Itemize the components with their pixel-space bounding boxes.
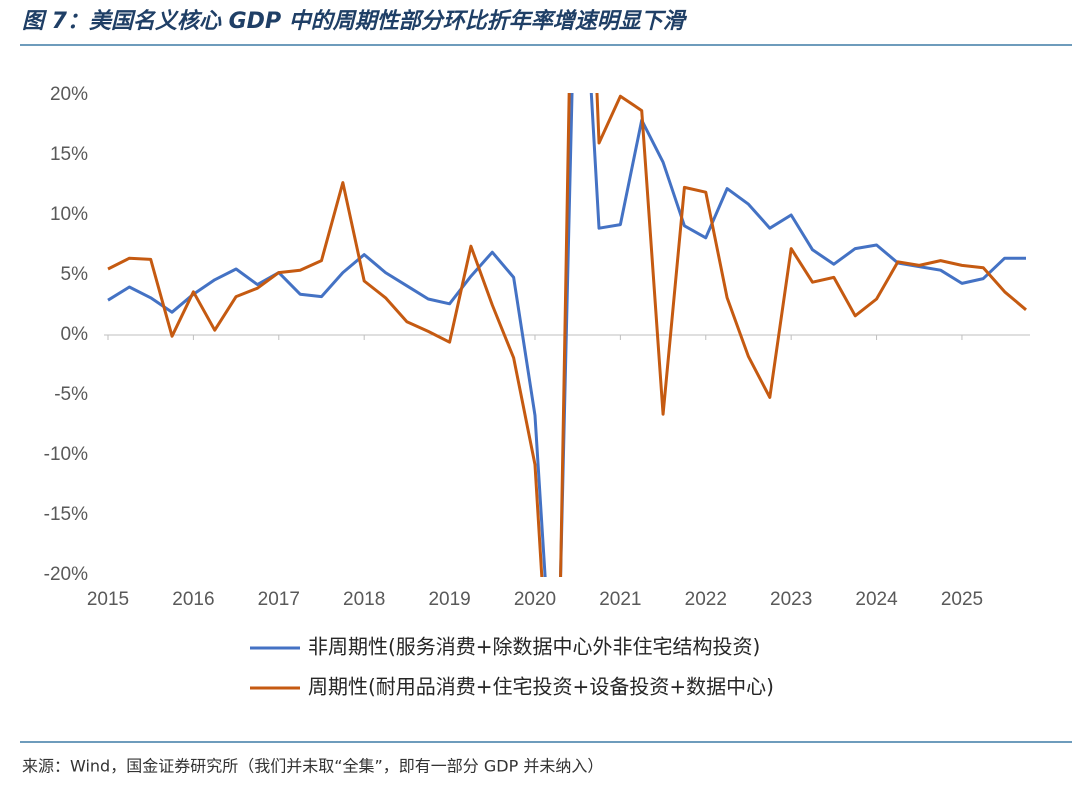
y-tick-label: -5% [54,384,88,405]
legend-label: 非周期性(服务消费+除数据中心外非住宅结构投资) [308,635,760,659]
legend-label: 周期性(耐用品消费+住宅投资+设备投资+数据中心) [308,675,774,699]
y-tick-label: 10% [50,204,88,225]
y-tick-label: -20% [44,564,88,585]
x-tick-label: 2023 [770,589,812,610]
x-tick-label: 2018 [343,589,385,610]
y-tick-label: 5% [61,264,89,285]
x-tick-label: 2022 [685,589,727,610]
x-tick-label: 2020 [514,589,556,610]
y-tick-label: -10% [44,444,88,465]
y-tick-label: 15% [50,144,88,165]
source-note: 来源：Wind，国金证券研究所（我们并未取“全集”，即有一部分 GDP 并未纳入… [22,757,603,776]
x-tick-label: 2024 [855,589,898,610]
x-tick-label: 2016 [172,589,214,610]
x-tick-label: 2019 [428,589,470,610]
chart-title: 图 7：美国名义核心 GDP 中的周期性部分环比折年率增速明显下滑 [22,8,688,34]
x-tick-label: 2021 [599,589,641,610]
y-tick-label: -15% [44,504,88,525]
y-tick-label: 0% [61,324,89,345]
series-line [107,93,1027,577]
x-tick-label: 2017 [258,589,300,610]
x-tick-label: 2015 [87,589,129,610]
x-tick-label: 2025 [941,589,983,610]
y-tick-label: 20% [50,84,88,105]
series-line [107,93,1026,577]
